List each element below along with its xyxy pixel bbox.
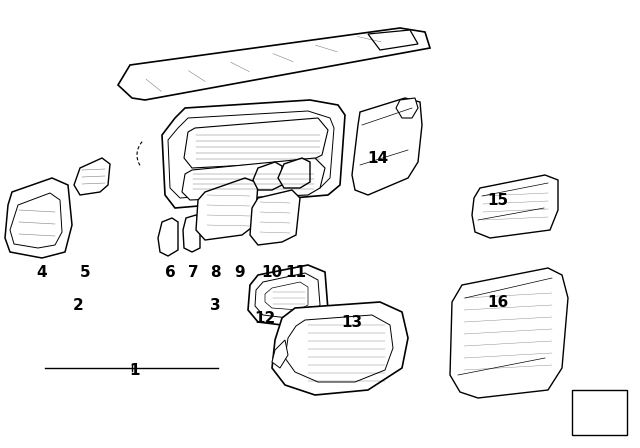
Polygon shape [5,178,72,258]
Text: 12: 12 [254,310,276,326]
Text: 13: 13 [341,314,363,329]
Polygon shape [162,100,345,208]
Polygon shape [74,158,110,195]
Text: 9: 9 [235,264,245,280]
Polygon shape [158,218,178,256]
Text: 16: 16 [488,294,509,310]
Polygon shape [272,340,288,368]
Polygon shape [196,178,258,240]
Text: 3: 3 [210,297,220,313]
Polygon shape [248,265,328,326]
Polygon shape [168,111,334,198]
Polygon shape [352,98,422,195]
Text: 4: 4 [36,264,47,280]
Polygon shape [10,193,62,248]
Text: 14: 14 [367,151,388,165]
Polygon shape [278,158,310,188]
Polygon shape [255,273,320,318]
Polygon shape [118,28,430,100]
Polygon shape [368,30,418,50]
Text: 1: 1 [130,362,140,378]
Text: 00151402: 00151402 [579,426,620,435]
Text: 8: 8 [210,264,220,280]
Polygon shape [182,158,325,200]
Polygon shape [576,398,614,425]
Polygon shape [253,162,282,190]
Polygon shape [285,315,393,382]
Text: 10: 10 [261,264,283,280]
Polygon shape [450,268,568,398]
Bar [572,390,627,435]
Text: 7: 7 [188,264,198,280]
Polygon shape [580,400,610,420]
Text: 5: 5 [80,264,90,280]
Polygon shape [265,282,308,310]
Polygon shape [183,215,200,252]
Polygon shape [396,98,418,118]
Text: 6: 6 [164,264,175,280]
Text: 15: 15 [488,193,509,207]
Text: 2: 2 [72,297,83,313]
Polygon shape [472,175,558,238]
Text: 11: 11 [285,264,307,280]
Polygon shape [272,302,408,395]
Polygon shape [184,118,328,168]
Polygon shape [250,190,300,245]
